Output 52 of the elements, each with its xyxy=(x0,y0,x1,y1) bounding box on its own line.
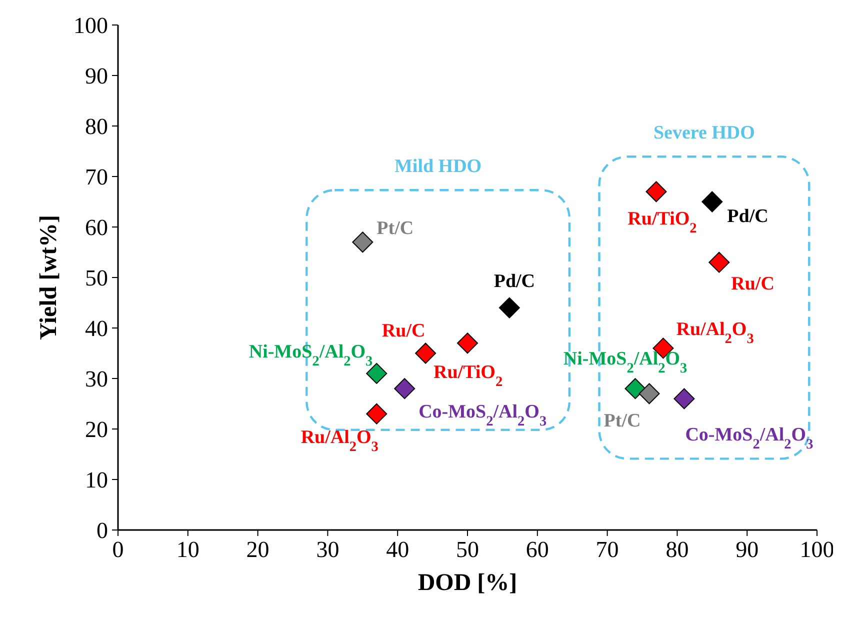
x-tick-label: 70 xyxy=(596,537,619,562)
annotation: Co-MoS$_{2}$/Al$_{2}$O$_{3}$ xyxy=(685,424,814,453)
y-tick-label: 80 xyxy=(85,114,108,140)
point xyxy=(352,232,374,253)
point xyxy=(457,332,478,354)
x-tick-label: 20 xyxy=(246,537,270,562)
annotation: Co-MoS$_{2}$/Al$_{2}$O$_{3}$ xyxy=(418,402,547,430)
y-tick-label: 70 xyxy=(85,164,108,190)
y-tick-label: 60 xyxy=(85,215,108,240)
y-tick-label: 40 xyxy=(85,316,108,342)
y-axis-title: Yield [wt%] xyxy=(36,214,62,340)
annotation: Ru/C xyxy=(731,273,774,294)
x-tick-label: 90 xyxy=(736,537,759,562)
point xyxy=(638,383,660,404)
annotation: Ni-MoS$_{2}$/Al$_{2}$O$_{3}$ xyxy=(248,341,373,370)
point xyxy=(498,297,520,318)
x-tick-label: 100 xyxy=(800,537,834,562)
x-tick-label: 80 xyxy=(666,537,689,562)
point xyxy=(394,378,416,400)
y-tick-label: 90 xyxy=(85,64,108,89)
annotation: Pd/C xyxy=(727,206,768,227)
annotation: Ru/Al$_{2}$O$_{3}$ xyxy=(300,426,378,455)
annotation: Pt/C xyxy=(376,218,414,240)
y-tick-label: 0 xyxy=(96,518,108,544)
annotation: Ru/TiO$_{2}$ xyxy=(434,362,503,390)
annotation: Ru/TiO$_{2}$ xyxy=(628,208,697,237)
point xyxy=(674,388,695,410)
x-tick-label: 0 xyxy=(112,537,124,562)
annotation: Ru/C xyxy=(382,320,426,342)
point xyxy=(702,191,723,212)
x-axis-title: DOD [%] xyxy=(418,570,518,596)
y-tick-label: 10 xyxy=(85,468,108,493)
x-tick-label: 10 xyxy=(176,537,200,562)
y-tick-label: 50 xyxy=(85,266,108,291)
point xyxy=(646,181,667,202)
annotation: Pd/C xyxy=(494,270,536,292)
x-tick-label: 50 xyxy=(456,537,479,562)
x-tick-label: 60 xyxy=(526,537,549,562)
annotation: Ni-MoS$_{2}$/Al$_{2}$O$_{3}$ xyxy=(563,348,688,377)
point xyxy=(708,252,730,273)
annotation: Ru/Al$_{2}$O$_{3}$ xyxy=(676,319,754,348)
point xyxy=(415,342,436,364)
annotation: Mild HDO xyxy=(394,156,482,178)
x-tick-label: 40 xyxy=(386,537,410,562)
y-tick-label: 100 xyxy=(74,13,108,38)
annotation: Pt/C xyxy=(604,410,641,432)
y-tick-label: 20 xyxy=(85,417,108,442)
point xyxy=(624,378,646,400)
annotation: Severe HDO xyxy=(653,122,755,144)
x-tick-label: 30 xyxy=(316,537,340,562)
y-tick-label: 30 xyxy=(85,366,108,392)
point xyxy=(366,403,388,424)
